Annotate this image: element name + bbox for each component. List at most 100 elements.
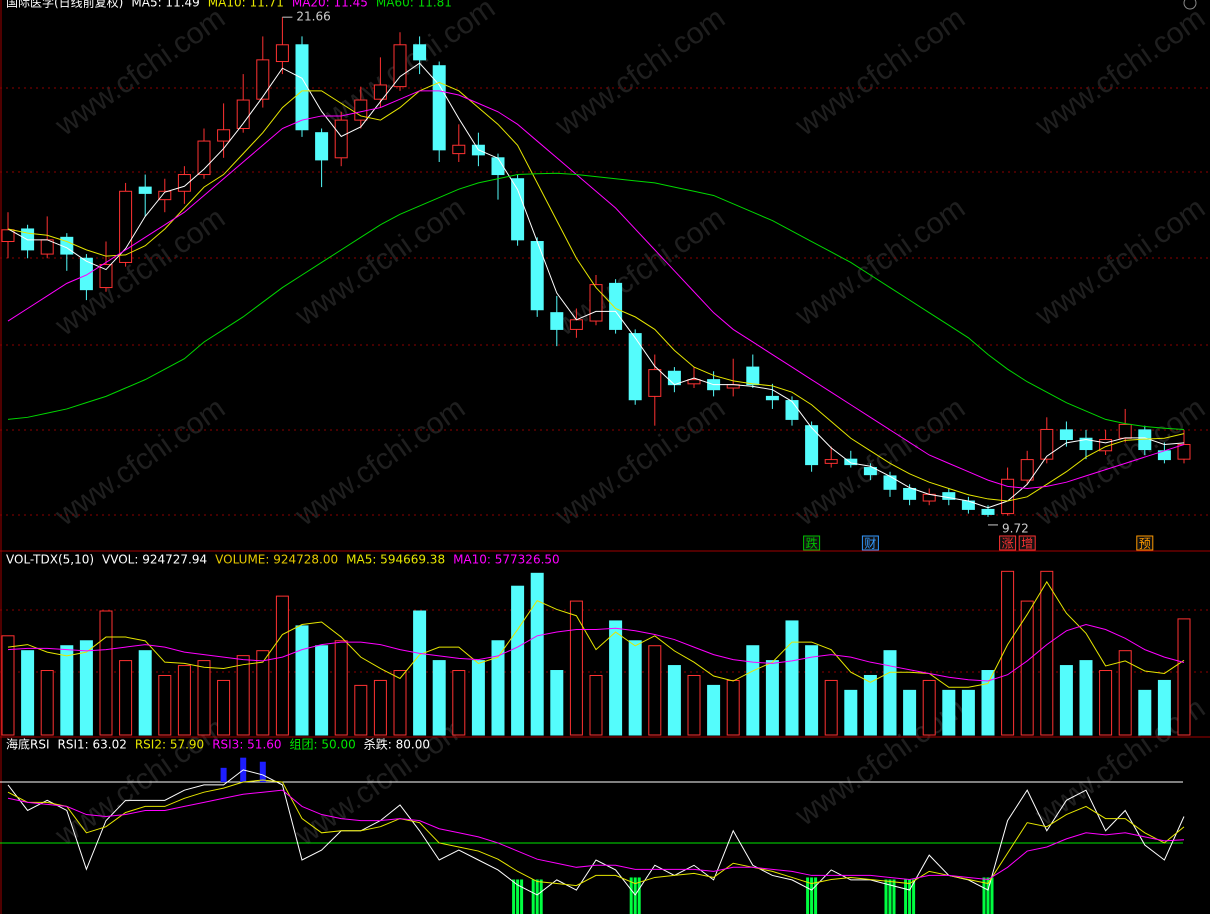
- volume-bar: [589, 674, 603, 736]
- header-label: MA60: 11.81: [376, 0, 452, 10]
- low-label: 9.72: [1002, 521, 1029, 535]
- watermark: www.cfchi.com: [49, 391, 231, 532]
- signal-marker-box: [803, 535, 821, 551]
- volume-bar: [961, 689, 975, 736]
- panel-menu-icon[interactable]: [1183, 0, 1197, 10]
- candle-body: [119, 190, 133, 263]
- volume-bar: [1001, 570, 1015, 736]
- volume-bar: [609, 620, 623, 736]
- bottom-signal-bar: [520, 879, 524, 914]
- header-label: 组团: 50.00: [290, 738, 356, 752]
- high-label: 21.66: [296, 10, 330, 24]
- volume-bar: [746, 645, 760, 736]
- header-label: RSI1: 63.02: [58, 738, 127, 752]
- volume-bar: [1118, 650, 1132, 736]
- candle-body: [687, 379, 701, 385]
- volume-bar: [119, 660, 133, 736]
- watermark: www.cfchi.com: [289, 391, 471, 532]
- volume-bar: [99, 610, 113, 736]
- moving-average-line: [7, 62, 1185, 509]
- watermark: www.cfchi.com: [1029, 191, 1210, 332]
- volume-bar: [197, 660, 211, 736]
- watermark: www.cfchi.com: [49, 1, 231, 142]
- volume-bar: [922, 679, 936, 736]
- top-signal-bar: [259, 761, 266, 783]
- volume-bar: [765, 660, 779, 736]
- volume-bar: [824, 679, 838, 736]
- candle-body: [413, 44, 427, 61]
- volume-bar: [1020, 600, 1034, 736]
- volume-bar: [687, 674, 701, 736]
- bottom-signal-bar: [516, 879, 520, 914]
- candle-body: [393, 44, 407, 88]
- bottom-signal-bar: [806, 877, 810, 914]
- volume-bar: [785, 620, 799, 736]
- volume-bar: [1157, 679, 1171, 736]
- watermark: www.cfchi.com: [1029, 391, 1210, 532]
- volume-bar: [569, 600, 583, 736]
- candle-body: [844, 458, 858, 466]
- volume-bar: [1059, 665, 1073, 736]
- volume-bar: [844, 689, 858, 736]
- bottom-signal-bar: [912, 879, 916, 914]
- bottom-signal-bar: [904, 879, 908, 914]
- signal-marker-box: [999, 535, 1017, 551]
- signal-marker: 预: [1139, 537, 1151, 551]
- candle-body: [550, 312, 564, 330]
- volume-bar: [217, 679, 231, 736]
- volume-bar: [315, 645, 329, 736]
- bottom-signal-bar: [637, 877, 641, 914]
- candle-body: [785, 400, 799, 420]
- watermark: www.cfchi.com: [549, 391, 731, 532]
- candle-body: [569, 319, 583, 330]
- volume-bar: [60, 645, 74, 736]
- moving-average-line: [7, 172, 1185, 430]
- candle-body: [256, 59, 270, 100]
- volume-bar: [177, 665, 191, 736]
- volume-bar: [236, 655, 250, 736]
- volume-bar: [373, 679, 387, 736]
- candle-body: [903, 487, 917, 500]
- volume-bar: [354, 684, 368, 736]
- signal-marker: 跌: [806, 536, 818, 551]
- candle-body: [1118, 423, 1132, 439]
- bottom-signal-bar: [892, 879, 896, 914]
- watermark: www.cfchi.com: [289, 191, 471, 332]
- bottom-signal-bar: [908, 879, 912, 914]
- candle-body: [138, 186, 152, 194]
- header-label: RSI3: 51.60: [212, 738, 281, 752]
- volume-bar: [275, 595, 289, 736]
- header-label: 海底RSI: [6, 737, 50, 752]
- candle-body: [1040, 428, 1054, 460]
- candle-body: [609, 282, 623, 330]
- candle-body: [1020, 459, 1034, 481]
- volume-bar: [471, 660, 485, 736]
- volume-bar: [452, 670, 466, 736]
- volume-bar: [805, 645, 819, 736]
- volume-bar: [981, 670, 995, 736]
- candle-body: [765, 395, 779, 401]
- candle-body: [863, 467, 877, 476]
- bottom-signal-bar: [512, 879, 516, 914]
- header-label: VOL-TDX(5,10): [6, 553, 94, 567]
- bottom-signal-bar: [531, 879, 535, 914]
- volume-bar: [40, 670, 54, 736]
- candle-body: [883, 475, 897, 490]
- volume-bar: [667, 665, 681, 736]
- volume-bar: [334, 640, 348, 736]
- volume-bar: [726, 679, 740, 736]
- candle-body: [1079, 437, 1093, 451]
- header-label: RSI2: 57.90: [135, 738, 204, 752]
- candle-body: [217, 129, 231, 142]
- candle-body: [1059, 429, 1073, 440]
- signal-marker: 增: [1021, 537, 1033, 551]
- candle-body: [981, 508, 995, 515]
- candle-body: [628, 333, 642, 401]
- volume-bar: [863, 674, 877, 736]
- signal-marker-box: [1018, 535, 1036, 551]
- bottom-signal-bar: [990, 877, 994, 914]
- signal-marker: 财: [864, 537, 876, 551]
- volume-bar: [1040, 570, 1054, 736]
- volume-bar: [648, 645, 662, 736]
